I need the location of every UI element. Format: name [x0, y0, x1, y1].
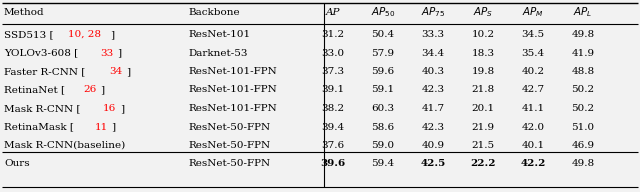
Text: 21.5: 21.5: [472, 141, 495, 150]
Text: 50.2: 50.2: [572, 85, 595, 94]
Text: ResNet-101-FPN: ResNet-101-FPN: [188, 104, 276, 113]
Text: 18.3: 18.3: [472, 49, 495, 57]
Text: $AP_M$: $AP_M$: [522, 5, 544, 19]
Text: 46.9: 46.9: [572, 141, 595, 150]
Text: ResNet-101-FPN: ResNet-101-FPN: [188, 85, 276, 94]
Text: Backbone: Backbone: [188, 8, 239, 17]
Text: AP: AP: [326, 8, 340, 17]
Text: 48.8: 48.8: [572, 67, 595, 76]
Text: 40.9: 40.9: [421, 141, 445, 150]
Text: ]: ]: [126, 67, 130, 76]
Text: 58.6: 58.6: [371, 122, 395, 132]
Text: 21.9: 21.9: [472, 122, 495, 132]
Text: Mask R-CNN [: Mask R-CNN [: [4, 104, 81, 113]
Text: 60.3: 60.3: [371, 104, 395, 113]
Text: 19.8: 19.8: [472, 67, 495, 76]
Text: 34: 34: [109, 67, 122, 76]
Text: 41.1: 41.1: [522, 104, 545, 113]
Text: 59.1: 59.1: [371, 85, 395, 94]
Text: RetinaNet [: RetinaNet [: [4, 85, 65, 94]
Text: ResNet-101: ResNet-101: [188, 30, 250, 39]
Text: 42.3: 42.3: [421, 85, 445, 94]
Text: 33.0: 33.0: [321, 49, 344, 57]
Text: 39.4: 39.4: [321, 122, 344, 132]
Text: $AP_L$: $AP_L$: [573, 5, 593, 19]
Text: 21.8: 21.8: [472, 85, 495, 94]
Text: ResNet-50-FPN: ResNet-50-FPN: [188, 122, 270, 132]
Text: ]: ]: [120, 104, 124, 113]
Text: 34.4: 34.4: [421, 49, 445, 57]
Text: 40.1: 40.1: [522, 141, 545, 150]
Text: 50.2: 50.2: [572, 104, 595, 113]
Text: Ours: Ours: [4, 160, 29, 169]
Text: 31.2: 31.2: [321, 30, 344, 39]
Text: 20.1: 20.1: [472, 104, 495, 113]
Text: 10.2: 10.2: [472, 30, 495, 39]
Text: RetinaMask [: RetinaMask [: [4, 122, 74, 132]
Text: $AP_{75}$: $AP_{75}$: [420, 5, 445, 19]
Text: 10, 28: 10, 28: [68, 30, 101, 39]
Text: 33.3: 33.3: [421, 30, 445, 39]
Text: 35.4: 35.4: [522, 49, 545, 57]
Text: Method: Method: [4, 8, 45, 17]
Text: 49.8: 49.8: [572, 160, 595, 169]
Text: Faster R-CNN [: Faster R-CNN [: [4, 67, 85, 76]
Text: 42.2: 42.2: [520, 160, 546, 169]
Text: SSD513 [: SSD513 [: [4, 30, 54, 39]
Text: 40.3: 40.3: [421, 67, 445, 76]
Text: 41.7: 41.7: [421, 104, 445, 113]
Text: 37.6: 37.6: [321, 141, 344, 150]
Text: 51.0: 51.0: [572, 122, 595, 132]
Text: 49.8: 49.8: [572, 30, 595, 39]
Text: 26: 26: [83, 85, 96, 94]
Text: Darknet-53: Darknet-53: [188, 49, 248, 57]
Text: 42.7: 42.7: [522, 85, 545, 94]
Text: 41.9: 41.9: [572, 49, 595, 57]
Text: 59.4: 59.4: [371, 160, 395, 169]
Text: 11: 11: [94, 122, 108, 132]
Text: ]: ]: [111, 122, 116, 132]
Text: 34.5: 34.5: [522, 30, 545, 39]
Text: $AP_{50}$: $AP_{50}$: [371, 5, 396, 19]
Text: 33: 33: [100, 49, 113, 57]
Text: $AP_S$: $AP_S$: [473, 5, 493, 19]
Text: 42.5: 42.5: [420, 160, 445, 169]
Text: 59.6: 59.6: [371, 67, 395, 76]
Text: 42.3: 42.3: [421, 122, 445, 132]
Text: 37.3: 37.3: [321, 67, 344, 76]
Text: 39.1: 39.1: [321, 85, 344, 94]
Text: 22.2: 22.2: [470, 160, 496, 169]
Text: 50.4: 50.4: [371, 30, 395, 39]
Text: ResNet-50-FPN: ResNet-50-FPN: [188, 160, 270, 169]
Text: YOLOv3-608 [: YOLOv3-608 [: [4, 49, 78, 57]
Text: 40.2: 40.2: [522, 67, 545, 76]
Text: ]: ]: [100, 85, 104, 94]
Text: 57.9: 57.9: [371, 49, 395, 57]
Text: 39.6: 39.6: [321, 160, 346, 169]
Text: 16: 16: [102, 104, 116, 113]
Text: ]: ]: [111, 30, 115, 39]
Text: 59.0: 59.0: [371, 141, 395, 150]
Text: Mask R-CNN(baseline): Mask R-CNN(baseline): [4, 141, 125, 150]
Text: ResNet-101-FPN: ResNet-101-FPN: [188, 67, 276, 76]
Text: 38.2: 38.2: [321, 104, 344, 113]
Text: ResNet-50-FPN: ResNet-50-FPN: [188, 141, 270, 150]
Text: ]: ]: [117, 49, 121, 57]
Text: 42.0: 42.0: [522, 122, 545, 132]
